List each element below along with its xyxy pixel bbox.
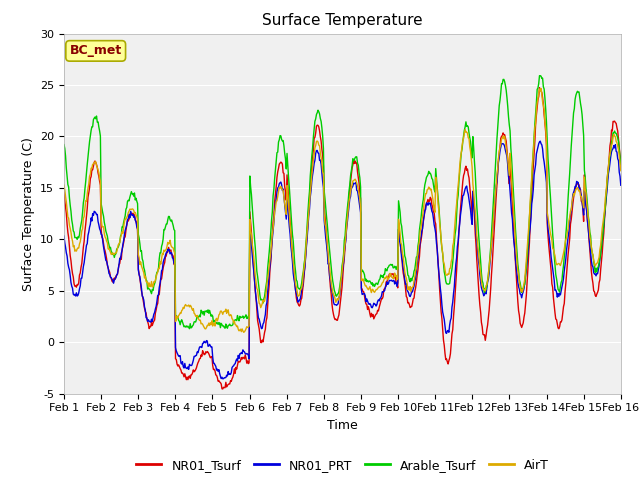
Legend: NR01_Tsurf, NR01_PRT, Arable_Tsurf, AirT: NR01_Tsurf, NR01_PRT, Arable_Tsurf, AirT — [131, 454, 554, 477]
AirT — [240, 329, 248, 335]
Arable_Tsurf — [411, 266, 419, 272]
NR01_PRT — [219, 376, 227, 382]
NR01_Tsurf — [60, 190, 68, 195]
Text: BC_met: BC_met — [70, 44, 122, 58]
NR01_Tsurf — [536, 85, 543, 91]
AirT — [428, 186, 435, 192]
NR01_Tsurf — [184, 377, 192, 383]
NR01_PRT — [617, 182, 625, 188]
Arable_Tsurf — [214, 320, 222, 325]
AirT — [411, 274, 419, 280]
NR01_Tsurf — [127, 210, 135, 216]
NR01_Tsurf — [411, 288, 419, 294]
AirT — [214, 318, 221, 324]
AirT — [70, 243, 78, 249]
NR01_PRT — [127, 212, 135, 217]
AirT — [537, 85, 545, 91]
Line: NR01_PRT: NR01_PRT — [64, 141, 621, 379]
Arable_Tsurf — [617, 162, 625, 168]
Line: NR01_Tsurf: NR01_Tsurf — [64, 88, 621, 389]
Arable_Tsurf — [428, 172, 435, 178]
NR01_PRT — [214, 366, 221, 372]
Arable_Tsurf — [70, 229, 78, 235]
NR01_Tsurf — [214, 374, 221, 380]
NR01_Tsurf — [70, 281, 78, 287]
NR01_PRT — [536, 138, 544, 144]
NR01_Tsurf — [219, 386, 227, 392]
Arable_Tsurf — [186, 326, 193, 332]
Arable_Tsurf — [184, 323, 192, 329]
Line: AirT: AirT — [64, 88, 621, 332]
NR01_Tsurf — [428, 196, 435, 202]
Y-axis label: Surface Temperature (C): Surface Temperature (C) — [22, 137, 35, 290]
Arable_Tsurf — [60, 142, 68, 147]
AirT — [60, 182, 68, 188]
NR01_PRT — [428, 204, 435, 210]
Arable_Tsurf — [536, 73, 543, 79]
Title: Surface Temperature: Surface Temperature — [262, 13, 422, 28]
Arable_Tsurf — [127, 189, 135, 194]
X-axis label: Time: Time — [327, 419, 358, 432]
AirT — [127, 207, 135, 213]
Line: Arable_Tsurf: Arable_Tsurf — [64, 76, 621, 329]
AirT — [617, 168, 625, 174]
NR01_PRT — [184, 364, 192, 370]
NR01_PRT — [70, 292, 78, 298]
AirT — [184, 303, 192, 309]
NR01_PRT — [60, 233, 68, 239]
NR01_Tsurf — [617, 162, 625, 168]
NR01_PRT — [411, 278, 419, 284]
